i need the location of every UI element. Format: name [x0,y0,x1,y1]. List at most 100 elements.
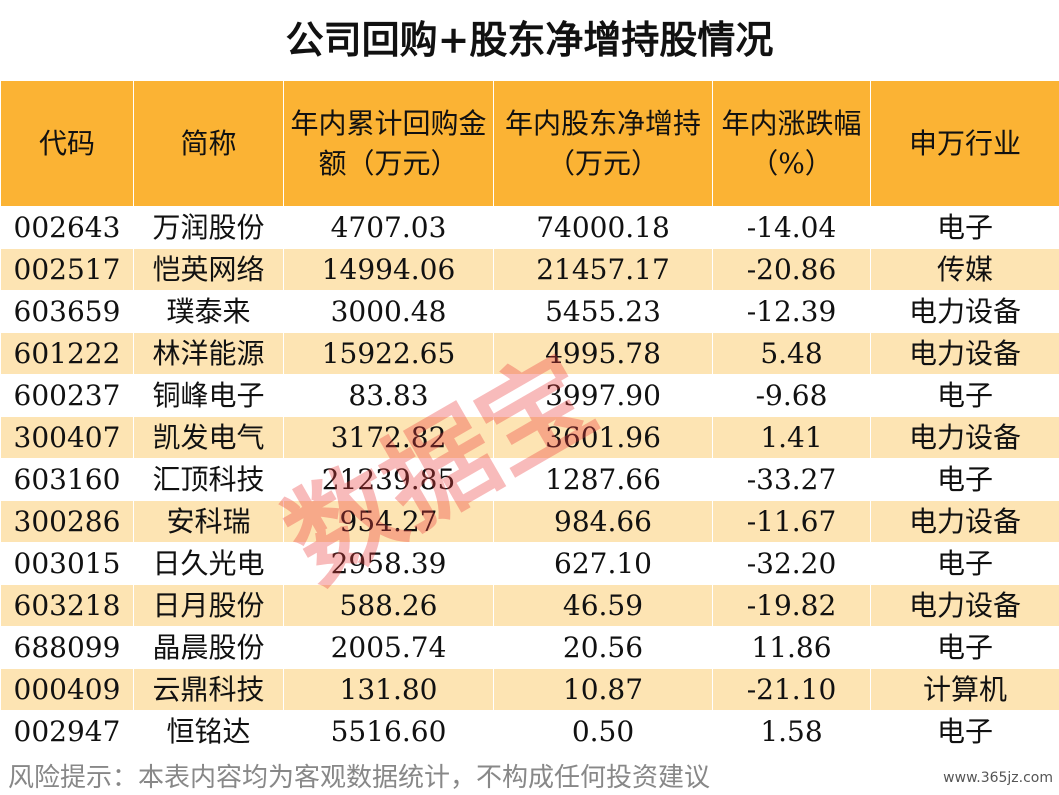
table-cell: 000409 [0,668,134,711]
table-cell: 954.27 [283,500,494,543]
table-cell: 5455.23 [493,290,713,333]
table-cell: 电力设备 [870,500,1059,543]
table-cell: 600237 [0,374,134,417]
table-row: 603218 日月股份 588.26 46.59 -19.82 电力设备 [0,584,1059,627]
table-cell: 3997.90 [493,374,713,417]
table-cell: 晶晨股份 [133,626,284,669]
table-cell: 300286 [0,500,134,543]
table-row: 002947 恒铭达 5516.60 0.50 1.58 电子 [0,710,1059,753]
table-cell: 电力设备 [870,332,1059,375]
table-body: 002643 万润股份 4707.03 74000.18 -14.04 电子 002517 恺… [0,206,1059,753]
table-cell: -20.86 [712,248,871,291]
table-cell: 002517 [0,248,134,291]
table-row: 688099 晶晨股份 2005.74 20.56 11.86 电子 [0,626,1059,669]
table-cell: 74000.18 [493,206,713,249]
table-cell: 电子 [870,626,1059,669]
table-cell: 电力设备 [870,584,1059,627]
table-cell: -21.10 [712,668,871,711]
header-cell: 代码 [0,80,134,207]
table-cell: 603659 [0,290,134,333]
table-cell: -14.04 [712,206,871,249]
data-table: 代码 简称 年内累计回购金额（万元） 年内股东净增持（万元） 年内涨跌幅（%） 申万行业 … [0,80,1059,753]
table-cell: -19.82 [712,584,871,627]
table-cell: 2005.74 [283,626,494,669]
table-cell: 云鼎科技 [133,668,284,711]
table-cell: 传媒 [870,248,1059,291]
table-cell: 电子 [870,206,1059,249]
table-cell: 688099 [0,626,134,669]
header-cell: 申万行业 [870,80,1059,207]
table-cell: 601222 [0,332,134,375]
table-cell: 603218 [0,584,134,627]
table-row: 002643 万润股份 4707.03 74000.18 -14.04 电子 [0,206,1059,249]
table-cell: 4707.03 [283,206,494,249]
table-cell: 1.41 [712,416,871,459]
title: 公司回购+股东净增持股情况 [285,17,774,62]
table-cell: 21457.17 [493,248,713,291]
table-cell: 电力设备 [870,416,1059,459]
table-cell: 1.58 [712,710,871,753]
table-cell: 2958.39 [283,542,494,585]
table-cell: 5.48 [712,332,871,375]
table-row: 300286 安科瑞 954.27 984.66 -11.67 电力设备 [0,500,1059,543]
table-row: 603160 汇顶科技 21239.85 1287.66 -33.27 电子 [0,458,1059,501]
table-cell: 588.26 [283,584,494,627]
table-cell: 002947 [0,710,134,753]
table-cell: 002643 [0,206,134,249]
table-cell: 46.59 [493,584,713,627]
header-cell: 简称 [133,80,284,207]
table-cell: 603160 [0,458,134,501]
table-cell: 恒铭达 [133,710,284,753]
table-cell: 日久光电 [133,542,284,585]
table-cell: 20.56 [493,626,713,669]
header-row: 代码 简称 年内累计回购金额（万元） 年内股东净增持（万元） 年内涨跌幅（%） 申万行业 [0,80,1059,207]
table-cell: 003015 [0,542,134,585]
table-cell: 恺英网络 [133,248,284,291]
table-cell: -9.68 [712,374,871,417]
table-row: 600237 铜峰电子 83.83 3997.90 -9.68 电子 [0,374,1059,417]
table-cell: 电子 [870,458,1059,501]
table-cell: 3601.96 [493,416,713,459]
risk-note: 风险提示：本表内容均为客观数据统计，不构成任何投资建议 [8,763,711,793]
table-row: 300407 凯发电气 3172.82 3601.96 1.41 电力设备 [0,416,1059,459]
table-cell: 131.80 [283,668,494,711]
table-cell: -12.39 [712,290,871,333]
table-cell: -32.20 [712,542,871,585]
table-cell: 4995.78 [493,332,713,375]
table-cell: 计算机 [870,668,1059,711]
table-cell: 21239.85 [283,458,494,501]
site-url: www.365jz.com [943,770,1053,786]
table-row: 000409 云鼎科技 131.80 10.87 -21.10 计算机 [0,668,1059,711]
header-cell: 年内涨跌幅（%） [712,80,871,207]
table-cell: 83.83 [283,374,494,417]
table-cell: 安科瑞 [133,500,284,543]
table-cell: 电力设备 [870,290,1059,333]
table-row: 601222 林洋能源 15922.65 4995.78 5.48 电力设备 [0,332,1059,375]
table-row: 003015 日久光电 2958.39 627.10 -32.20 电子 [0,542,1059,585]
table-cell: 300407 [0,416,134,459]
table-cell: 璞泰来 [133,290,284,333]
table-cell: 1287.66 [493,458,713,501]
table-cell: 日月股份 [133,584,284,627]
table-cell: 627.10 [493,542,713,585]
table-cell: 11.86 [712,626,871,669]
table-cell: 3000.48 [283,290,494,333]
table-cell: 0.50 [493,710,713,753]
table-cell: 铜峰电子 [133,374,284,417]
table-cell: 电子 [870,542,1059,585]
table-cell: 14994.06 [283,248,494,291]
table-cell: -11.67 [712,500,871,543]
table-cell: 3172.82 [283,416,494,459]
table-cell: 凯发电气 [133,416,284,459]
table-cell: 5516.60 [283,710,494,753]
table-cell: 15922.65 [283,332,494,375]
header-cell: 年内累计回购金额（万元） [283,80,494,207]
table-row: 603659 璞泰来 3000.48 5455.23 -12.39 电力设备 [0,290,1059,333]
table-cell: 电子 [870,710,1059,753]
table-cell: -33.27 [712,458,871,501]
table-cell: 10.87 [493,668,713,711]
table-cell: 林洋能源 [133,332,284,375]
table-cell: 984.66 [493,500,713,543]
table-cell: 万润股份 [133,206,284,249]
